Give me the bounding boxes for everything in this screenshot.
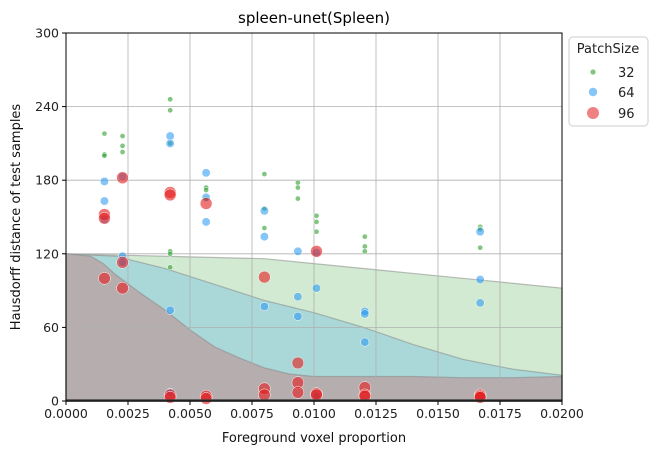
point-patchsize-64	[293, 292, 303, 302]
point-patchsize-64	[475, 298, 485, 308]
point-patchsize-96	[116, 281, 129, 295]
point-patchsize-64	[475, 275, 485, 285]
x-tick-label: 0.0000	[44, 406, 88, 421]
point-patchsize-64	[259, 232, 269, 242]
point-patchsize-32	[119, 133, 126, 139]
point-patchsize-96	[98, 272, 111, 285]
y-tick-label: 0	[51, 394, 59, 409]
point-patchsize-32	[101, 152, 108, 159]
y-tick-label: 180	[35, 173, 59, 188]
point-patchsize-32	[167, 250, 174, 257]
x-tick-label: 0.0150	[416, 406, 460, 421]
point-patchsize-64	[293, 246, 303, 256]
point-patchsize-96	[258, 388, 271, 402]
x-tick-label: 0.0025	[106, 406, 150, 421]
point-patchsize-32	[313, 219, 320, 225]
point-patchsize-32	[119, 143, 126, 149]
point-patchsize-64	[99, 176, 109, 186]
point-patchsize-64	[293, 311, 303, 321]
point-patchsize-64	[201, 168, 211, 178]
point-patchsize-32	[295, 195, 301, 202]
point-patchsize-96	[291, 356, 305, 370]
point-patchsize-64	[165, 305, 175, 315]
x-tick-label: 0.0200	[540, 406, 584, 421]
x-tick-label: 0.0100	[292, 406, 336, 421]
legend-title: PatchSize	[577, 42, 639, 57]
point-patchsize-32	[167, 264, 174, 271]
legend-marker-64	[588, 87, 598, 97]
point-patchsize-96	[116, 256, 129, 269]
y-tick-label: 60	[43, 320, 59, 335]
point-patchsize-64	[360, 309, 370, 319]
point-patchsize-64	[360, 337, 370, 347]
point-patchsize-32	[261, 171, 268, 177]
point-patchsize-96	[98, 211, 111, 225]
point-patchsize-32	[361, 243, 368, 250]
y-tick-label: 240	[35, 99, 59, 114]
y-axis-label: Hausdorff distance of test samples	[9, 104, 24, 331]
point-patchsize-32	[203, 187, 209, 193]
y-tick-label: 120	[35, 246, 59, 261]
point-patchsize-64	[259, 302, 269, 311]
y-tick-label: 300	[35, 26, 59, 41]
legend-marker-32	[590, 69, 596, 75]
point-patchsize-96	[199, 197, 213, 210]
point-patchsize-32	[101, 130, 108, 137]
point-patchsize-96	[358, 389, 372, 403]
point-patchsize-32	[477, 244, 484, 251]
legend-label-32: 32	[618, 66, 635, 81]
legend-marker-96	[587, 107, 599, 119]
point-patchsize-32	[313, 212, 320, 219]
point-patchsize-64	[201, 217, 211, 227]
y-axis: 0 60 120 180 240 300	[35, 26, 66, 409]
x-tick-label: 0.0175	[478, 406, 522, 421]
point-patchsize-96	[310, 388, 323, 402]
legend: PatchSize 32 64 96	[568, 36, 649, 127]
point-patchsize-96	[199, 392, 213, 405]
point-patchsize-64	[312, 283, 321, 293]
point-patchsize-96	[258, 270, 271, 284]
x-tick-label: 0.0075	[230, 406, 274, 421]
point-patchsize-32	[167, 96, 174, 103]
point-patchsize-32	[119, 149, 126, 155]
x-tick-label: 0.0125	[354, 406, 398, 421]
point-patchsize-32	[361, 248, 368, 255]
point-patchsize-32	[167, 107, 174, 114]
point-patchsize-64	[475, 227, 485, 237]
point-patchsize-32	[361, 233, 368, 240]
x-axis-label: Foreground voxel proportion	[222, 431, 406, 446]
point-patchsize-96	[163, 188, 177, 202]
point-patchsize-32	[295, 179, 301, 186]
point-patchsize-64	[259, 206, 269, 216]
chart-title: spleen-unet(Spleen)	[238, 9, 390, 27]
point-patchsize-96	[291, 386, 305, 399]
point-patchsize-64	[99, 196, 109, 206]
x-tick-label: 0.0050	[168, 406, 212, 421]
point-patchsize-96	[310, 245, 323, 258]
x-axis: 0.0000 0.0025 0.0050 0.0075 0.0100 0.0125 0.01…	[44, 401, 584, 421]
legend-label-64: 64	[618, 86, 635, 101]
legend-label-96: 96	[618, 107, 635, 122]
point-patchsize-32	[295, 184, 301, 191]
legend-box	[568, 36, 649, 127]
point-patchsize-32	[261, 225, 268, 231]
point-patchsize-32	[313, 228, 320, 235]
point-patchsize-64	[165, 138, 175, 148]
point-patchsize-96	[116, 171, 129, 184]
